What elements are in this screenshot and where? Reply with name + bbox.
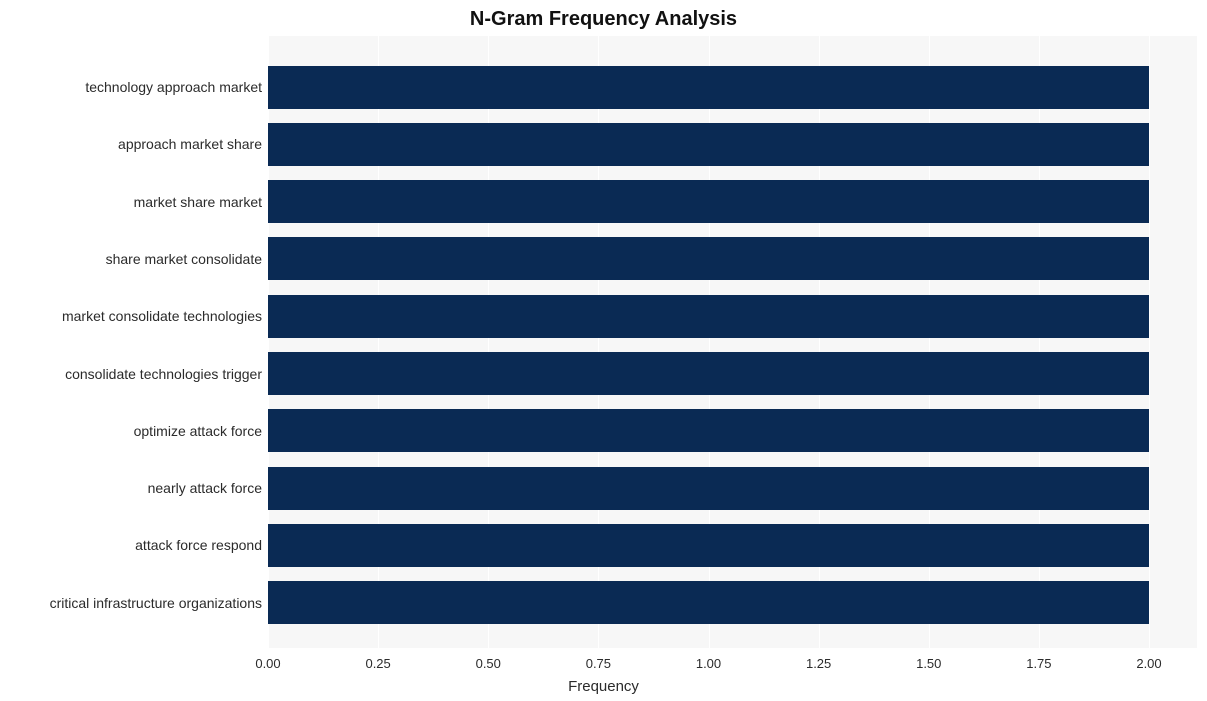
bar xyxy=(268,295,1149,338)
y-tick-label: market consolidate technologies xyxy=(62,308,262,324)
bar-row xyxy=(268,467,1197,510)
y-tick-label: technology approach market xyxy=(85,79,262,95)
x-tick-label: 1.00 xyxy=(696,656,721,671)
x-tick-label: 0.25 xyxy=(365,656,390,671)
x-tick-label: 0.50 xyxy=(476,656,501,671)
y-tick-label: approach market share xyxy=(118,136,262,152)
bar xyxy=(268,66,1149,109)
ngram-frequency-chart: N-Gram Frequency Analysis Frequency 0.00… xyxy=(0,0,1207,701)
bars-layer xyxy=(268,36,1197,648)
bar-row xyxy=(268,295,1197,338)
bar-row xyxy=(268,524,1197,567)
bar xyxy=(268,581,1149,624)
bar-row xyxy=(268,237,1197,280)
x-tick-label: 1.25 xyxy=(806,656,831,671)
chart-title: N-Gram Frequency Analysis xyxy=(0,8,1207,31)
bar xyxy=(268,180,1149,223)
bar-row xyxy=(268,409,1197,452)
bar-row xyxy=(268,352,1197,395)
y-tick-label: attack force respond xyxy=(135,537,262,553)
y-tick-label: optimize attack force xyxy=(134,423,262,439)
y-tick-label: market share market xyxy=(134,194,262,210)
bar xyxy=(268,123,1149,166)
y-tick-label: share market consolidate xyxy=(106,251,262,267)
plot-area xyxy=(268,36,1197,648)
bar-row xyxy=(268,123,1197,166)
y-tick-label: nearly attack force xyxy=(148,480,262,496)
bar xyxy=(268,467,1149,510)
bar-row xyxy=(268,581,1197,624)
x-tick-label: 1.75 xyxy=(1026,656,1051,671)
x-tick-label: 0.75 xyxy=(586,656,611,671)
x-tick-label: 0.00 xyxy=(255,656,280,671)
bar xyxy=(268,237,1149,280)
x-tick-label: 1.50 xyxy=(916,656,941,671)
bar-row xyxy=(268,180,1197,223)
x-tick-label: 2.00 xyxy=(1136,656,1161,671)
bar xyxy=(268,352,1149,395)
bar-row xyxy=(268,66,1197,109)
y-tick-label: consolidate technologies trigger xyxy=(65,366,262,382)
bar xyxy=(268,524,1149,567)
y-tick-label: critical infrastructure organizations xyxy=(50,595,262,611)
bar xyxy=(268,409,1149,452)
x-axis-label: Frequency xyxy=(0,678,1207,695)
